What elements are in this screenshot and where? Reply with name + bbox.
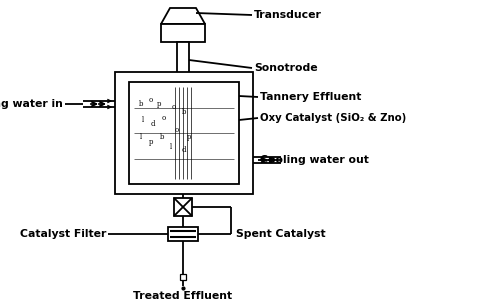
Bar — [177, 42, 189, 114]
Text: l: l — [142, 116, 144, 124]
Text: Tannery Effluent: Tannery Effluent — [260, 92, 362, 102]
Bar — [168, 227, 198, 241]
Text: o: o — [162, 114, 166, 122]
Text: d: d — [151, 120, 155, 128]
Text: Catalyst Filter: Catalyst Filter — [20, 229, 106, 239]
Text: b: b — [160, 133, 164, 141]
Polygon shape — [161, 8, 205, 24]
Text: Sonotrode: Sonotrode — [254, 63, 318, 73]
Text: l: l — [170, 143, 172, 151]
Text: d: d — [182, 146, 186, 154]
Bar — [129, 82, 239, 184]
Text: Oxy Catalyst (SiO₂ & Zno): Oxy Catalyst (SiO₂ & Zno) — [260, 113, 406, 123]
Text: Cooling water out: Cooling water out — [260, 155, 369, 165]
Text: b: b — [139, 100, 143, 108]
Text: o: o — [172, 103, 176, 111]
Text: o: o — [175, 126, 179, 134]
Text: o: o — [149, 96, 153, 104]
Bar — [180, 274, 186, 280]
Bar — [174, 198, 192, 216]
Text: Spent Catalyst: Spent Catalyst — [236, 229, 326, 239]
Text: Treated Effluent: Treated Effluent — [134, 291, 233, 301]
Text: Transducer: Transducer — [254, 10, 322, 20]
Text: Cooling water in: Cooling water in — [0, 99, 63, 109]
Text: l: l — [140, 133, 142, 141]
Text: p: p — [187, 133, 191, 141]
Bar — [161, 24, 205, 42]
Text: b: b — [182, 108, 186, 116]
Text: p: p — [157, 100, 161, 108]
Text: p: p — [149, 138, 153, 146]
Bar — [115, 72, 253, 194]
